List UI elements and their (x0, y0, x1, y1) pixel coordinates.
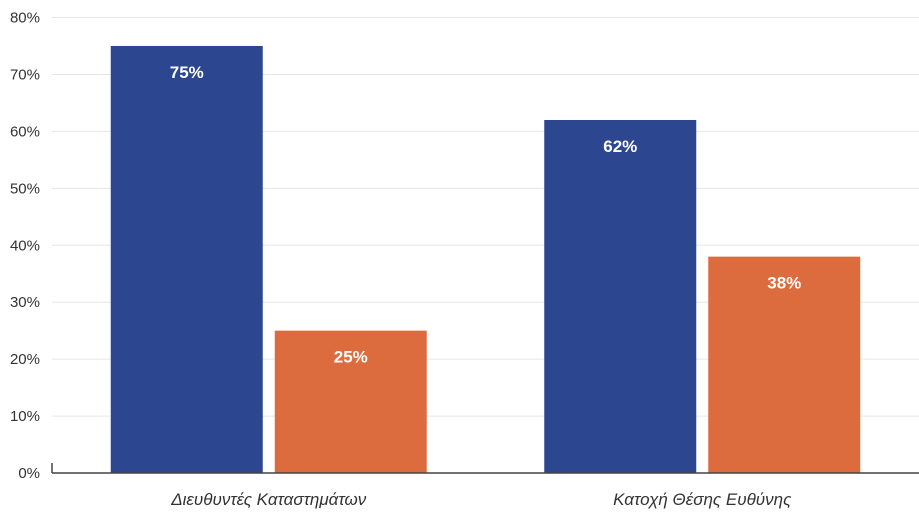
x-category-label: Κατοχή Θέσης Ευθύνης (613, 490, 792, 509)
data-label: 25% (334, 348, 368, 367)
x-category-label: Διευθυντές Καταστημάτων (170, 490, 366, 509)
data-label: 75% (170, 63, 204, 82)
y-axis-tick-labels: 0% 10% 20% 30% 40% 50% 60% 70% 80% (10, 10, 40, 483)
y-tick-label: 60% (10, 123, 40, 140)
y-tick-label: 50% (10, 180, 40, 197)
axis-lines (51, 463, 919, 474)
value-labels: 75% 25% 62% 38% (170, 63, 802, 367)
y-tick-label: 30% (10, 294, 40, 311)
data-label: 38% (767, 274, 801, 293)
bar (274, 330, 427, 473)
y-tick-label: 20% (10, 351, 40, 368)
data-label: 62% (603, 137, 637, 156)
y-tick-label: 10% (10, 408, 40, 425)
y-tick-label: 0% (18, 465, 40, 482)
bars (110, 45, 861, 474)
bar (544, 119, 697, 474)
x-axis-category-labels: Διευθυντές Καταστημάτων Κατοχή Θέσης Ευθύ… (170, 490, 792, 509)
y-tick-label: 80% (10, 10, 40, 27)
bar (708, 256, 861, 473)
bar (110, 45, 263, 473)
y-tick-label: 70% (10, 66, 40, 83)
y-tick-label: 40% (10, 237, 40, 254)
